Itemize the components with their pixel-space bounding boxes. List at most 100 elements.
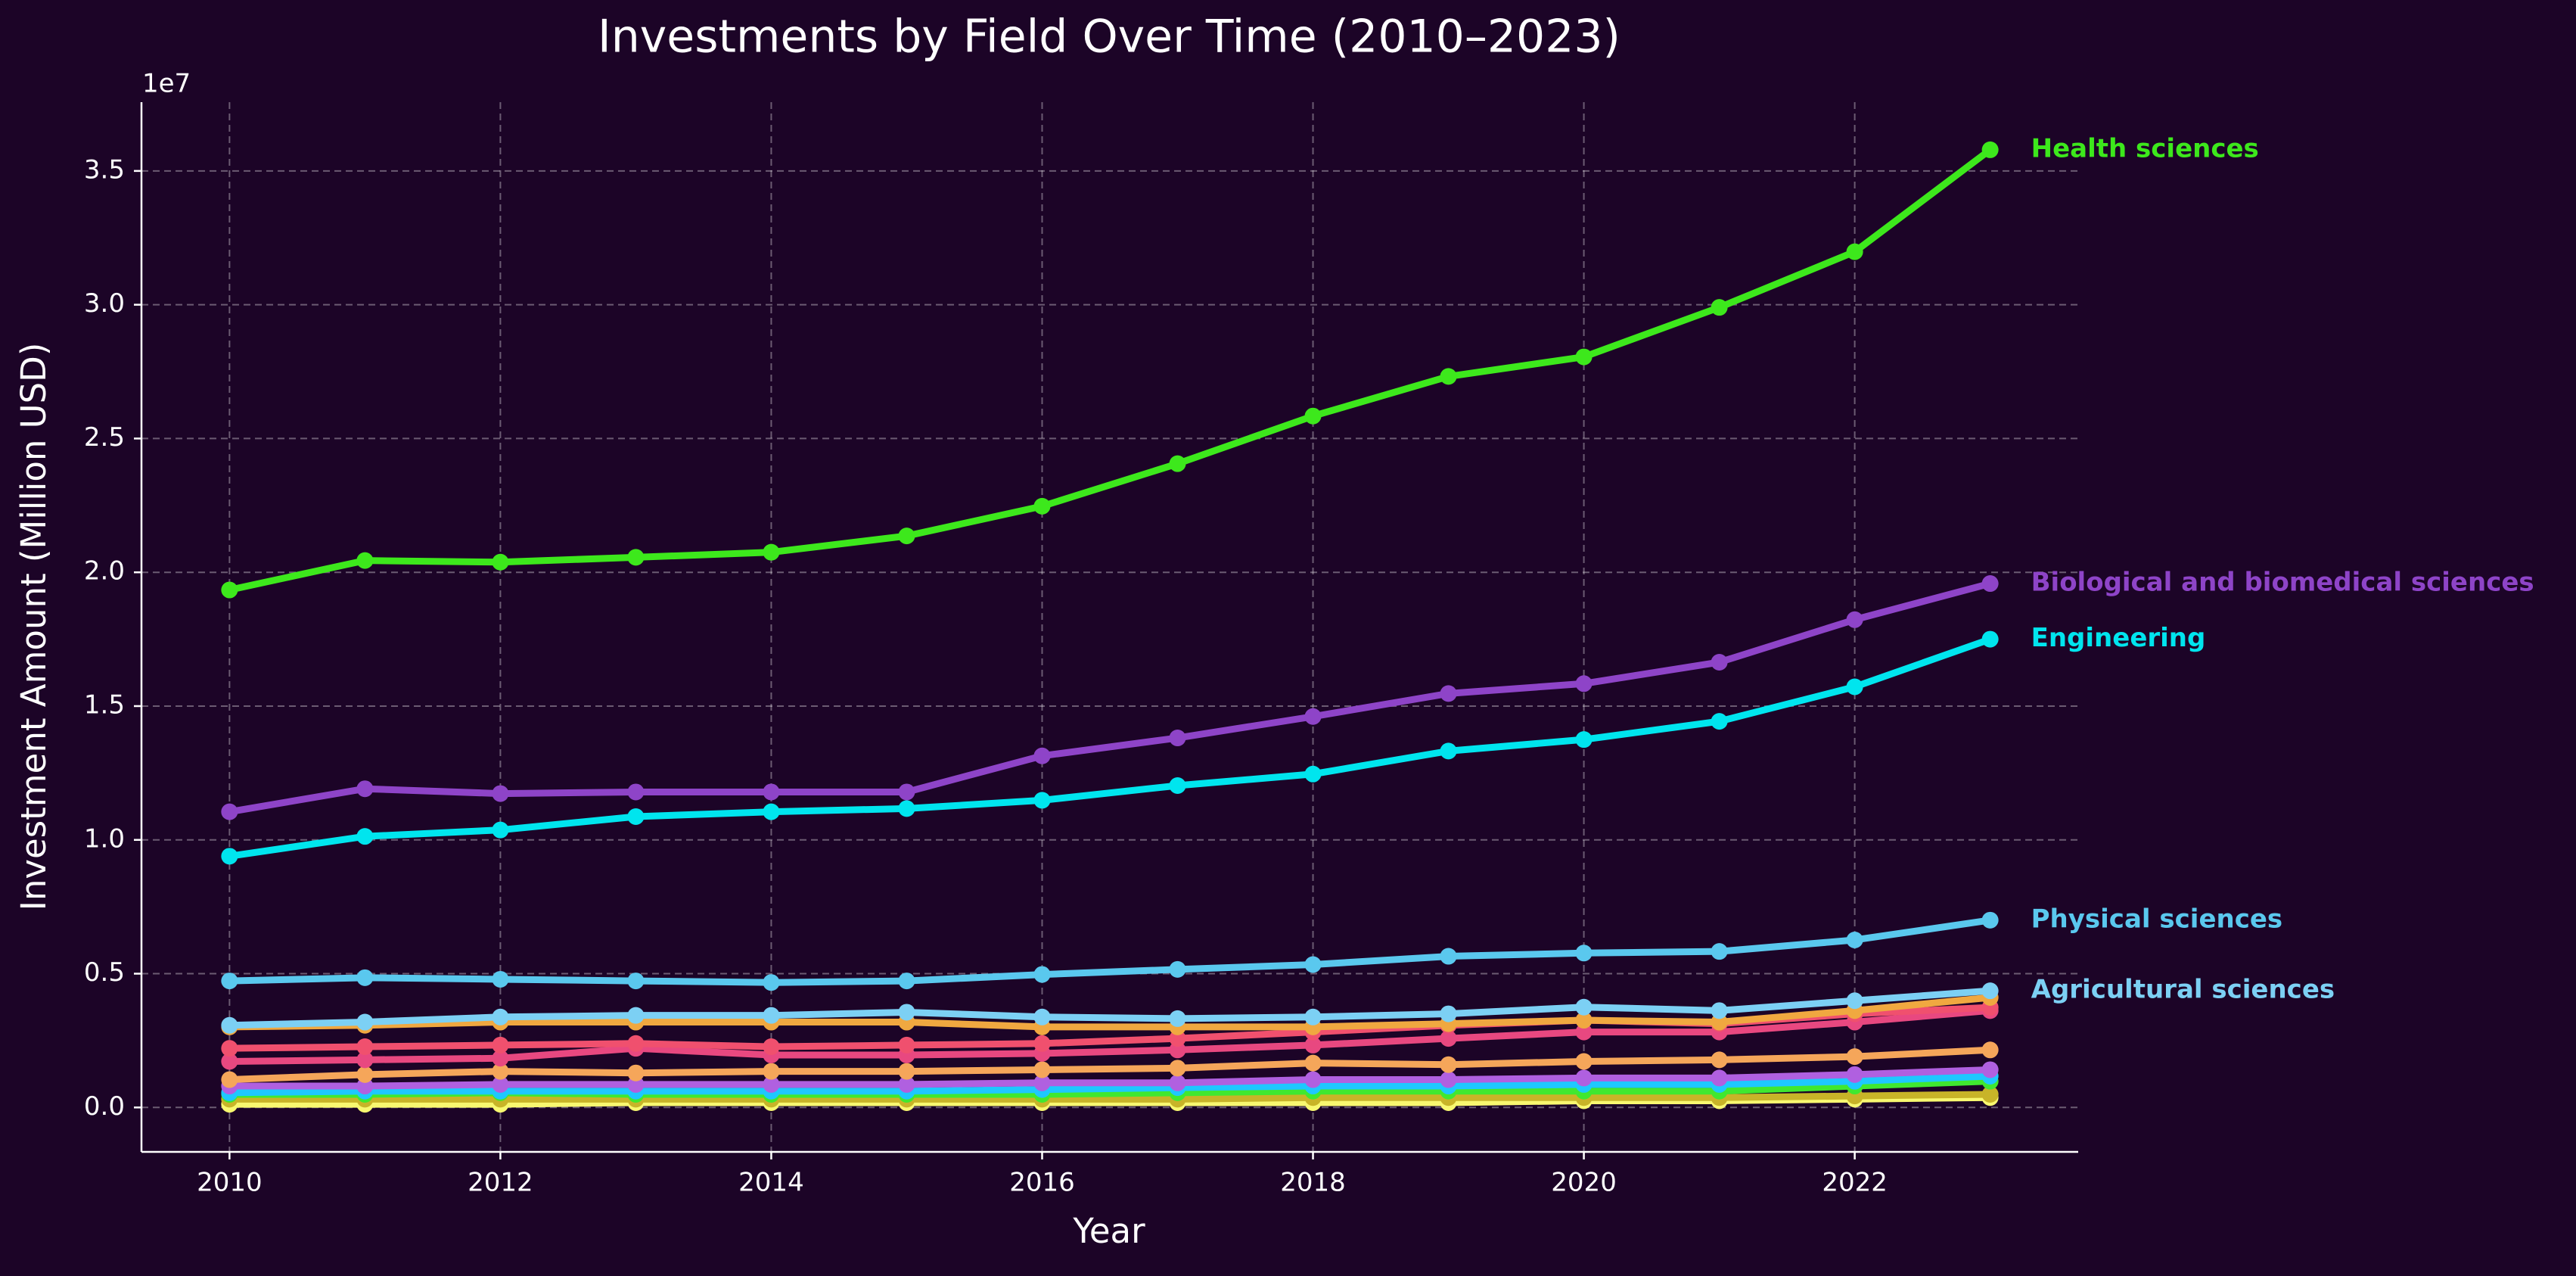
data-point — [898, 800, 915, 817]
y-offset-label: 1e7 — [142, 69, 191, 99]
data-point — [1575, 945, 1593, 962]
data-point — [221, 581, 238, 599]
data-point — [1033, 747, 1051, 764]
data-point — [1033, 792, 1051, 809]
data-point — [898, 783, 915, 801]
y-tick-label: 3.5 — [84, 154, 125, 185]
y-tick-label: 2.0 — [84, 556, 125, 587]
x-axis-label: Year — [1072, 1211, 1145, 1251]
data-point — [221, 848, 238, 865]
data-point — [1304, 1071, 1322, 1088]
data-point — [1846, 678, 1863, 696]
data-point — [1169, 1030, 1186, 1047]
data-point — [1575, 1053, 1593, 1070]
data-point — [1575, 998, 1593, 1016]
data-point — [1711, 1002, 1728, 1019]
data-point — [1981, 575, 1999, 593]
data-point — [898, 1036, 915, 1053]
data-point — [627, 1007, 645, 1024]
data-point — [1981, 982, 1999, 1000]
data-point — [1711, 943, 1728, 960]
data-point — [627, 973, 645, 990]
data-point — [763, 803, 780, 820]
data-point — [1033, 1074, 1051, 1091]
series-line — [225, 1007, 1994, 1065]
y-tick-label: 0.0 — [84, 1091, 125, 1122]
data-point — [1981, 1041, 1999, 1059]
chart-title: Investments by Field Over Time (2010–202… — [598, 11, 1620, 64]
data-point — [763, 783, 780, 801]
data-point — [356, 1038, 374, 1056]
data-point — [221, 1016, 238, 1034]
data-point — [1981, 630, 1999, 648]
x-tick-label: 2010 — [197, 1168, 263, 1198]
data-point — [763, 1063, 780, 1080]
data-point — [221, 803, 238, 820]
data-point — [1711, 713, 1728, 730]
series-line — [225, 1046, 1994, 1084]
series-end-label: Agricultural sciences — [2031, 975, 2335, 1005]
data-point — [1575, 1012, 1593, 1029]
data-point — [1033, 1035, 1051, 1052]
data-point — [1575, 1069, 1593, 1087]
data-point — [627, 549, 645, 566]
data-point — [356, 552, 374, 569]
data-point — [1169, 1060, 1186, 1077]
y-tick-label: 2.5 — [84, 422, 125, 453]
data-point — [1440, 742, 1457, 760]
data-point — [627, 783, 645, 801]
data-point — [1846, 931, 1863, 948]
data-point — [1846, 1048, 1863, 1066]
data-point — [1304, 708, 1322, 725]
series-end-label: Biological and biomedical sciences — [2031, 568, 2534, 598]
data-point — [1169, 776, 1186, 794]
data-point — [492, 1075, 509, 1093]
data-point — [356, 780, 374, 798]
data-point — [221, 1071, 238, 1088]
y-tick-label: 0.5 — [84, 957, 125, 988]
data-point — [1304, 1054, 1322, 1072]
data-point — [1304, 1008, 1322, 1025]
data-point — [1981, 1061, 1999, 1078]
y-tick-label: 3.0 — [84, 288, 125, 319]
data-point — [898, 1063, 915, 1080]
data-point — [763, 543, 780, 561]
data-point — [1846, 243, 1863, 260]
data-point — [1981, 911, 1999, 929]
data-point — [1440, 948, 1457, 965]
series-end-label: Health sciences — [2031, 133, 2259, 163]
lines — [221, 141, 1999, 1113]
data-point — [1304, 1036, 1322, 1053]
data-point — [1846, 611, 1863, 628]
data-point — [1575, 675, 1593, 692]
data-point — [1169, 1041, 1186, 1059]
data-point — [898, 973, 915, 990]
data-point — [1981, 141, 1999, 158]
data-point — [492, 970, 509, 988]
y-axis-label: Investment Amount (Million USD) — [14, 343, 54, 911]
series-line — [225, 580, 1994, 816]
x-tick-label: 2020 — [1551, 1168, 1617, 1198]
data-point — [356, 1013, 374, 1031]
data-point — [1169, 1074, 1186, 1091]
data-point — [898, 528, 915, 545]
data-point — [1304, 765, 1322, 783]
y-tick-label: 1.0 — [84, 823, 125, 854]
data-point — [221, 973, 238, 990]
x-tick-label: 2014 — [738, 1168, 804, 1198]
series-line — [225, 1066, 1994, 1090]
series-end-label: Physical sciences — [2031, 904, 2283, 934]
data-point — [1711, 299, 1728, 316]
data-point — [1440, 1030, 1457, 1047]
data-point — [1711, 1051, 1728, 1069]
series-line — [225, 1091, 1994, 1103]
data-point — [1169, 730, 1186, 747]
data-point — [1033, 1061, 1051, 1078]
data-point — [627, 1075, 645, 1093]
data-point — [1304, 956, 1322, 973]
data-point — [763, 974, 780, 991]
data-point — [1575, 348, 1593, 366]
series-line — [225, 636, 1994, 860]
data-point — [898, 1075, 915, 1093]
